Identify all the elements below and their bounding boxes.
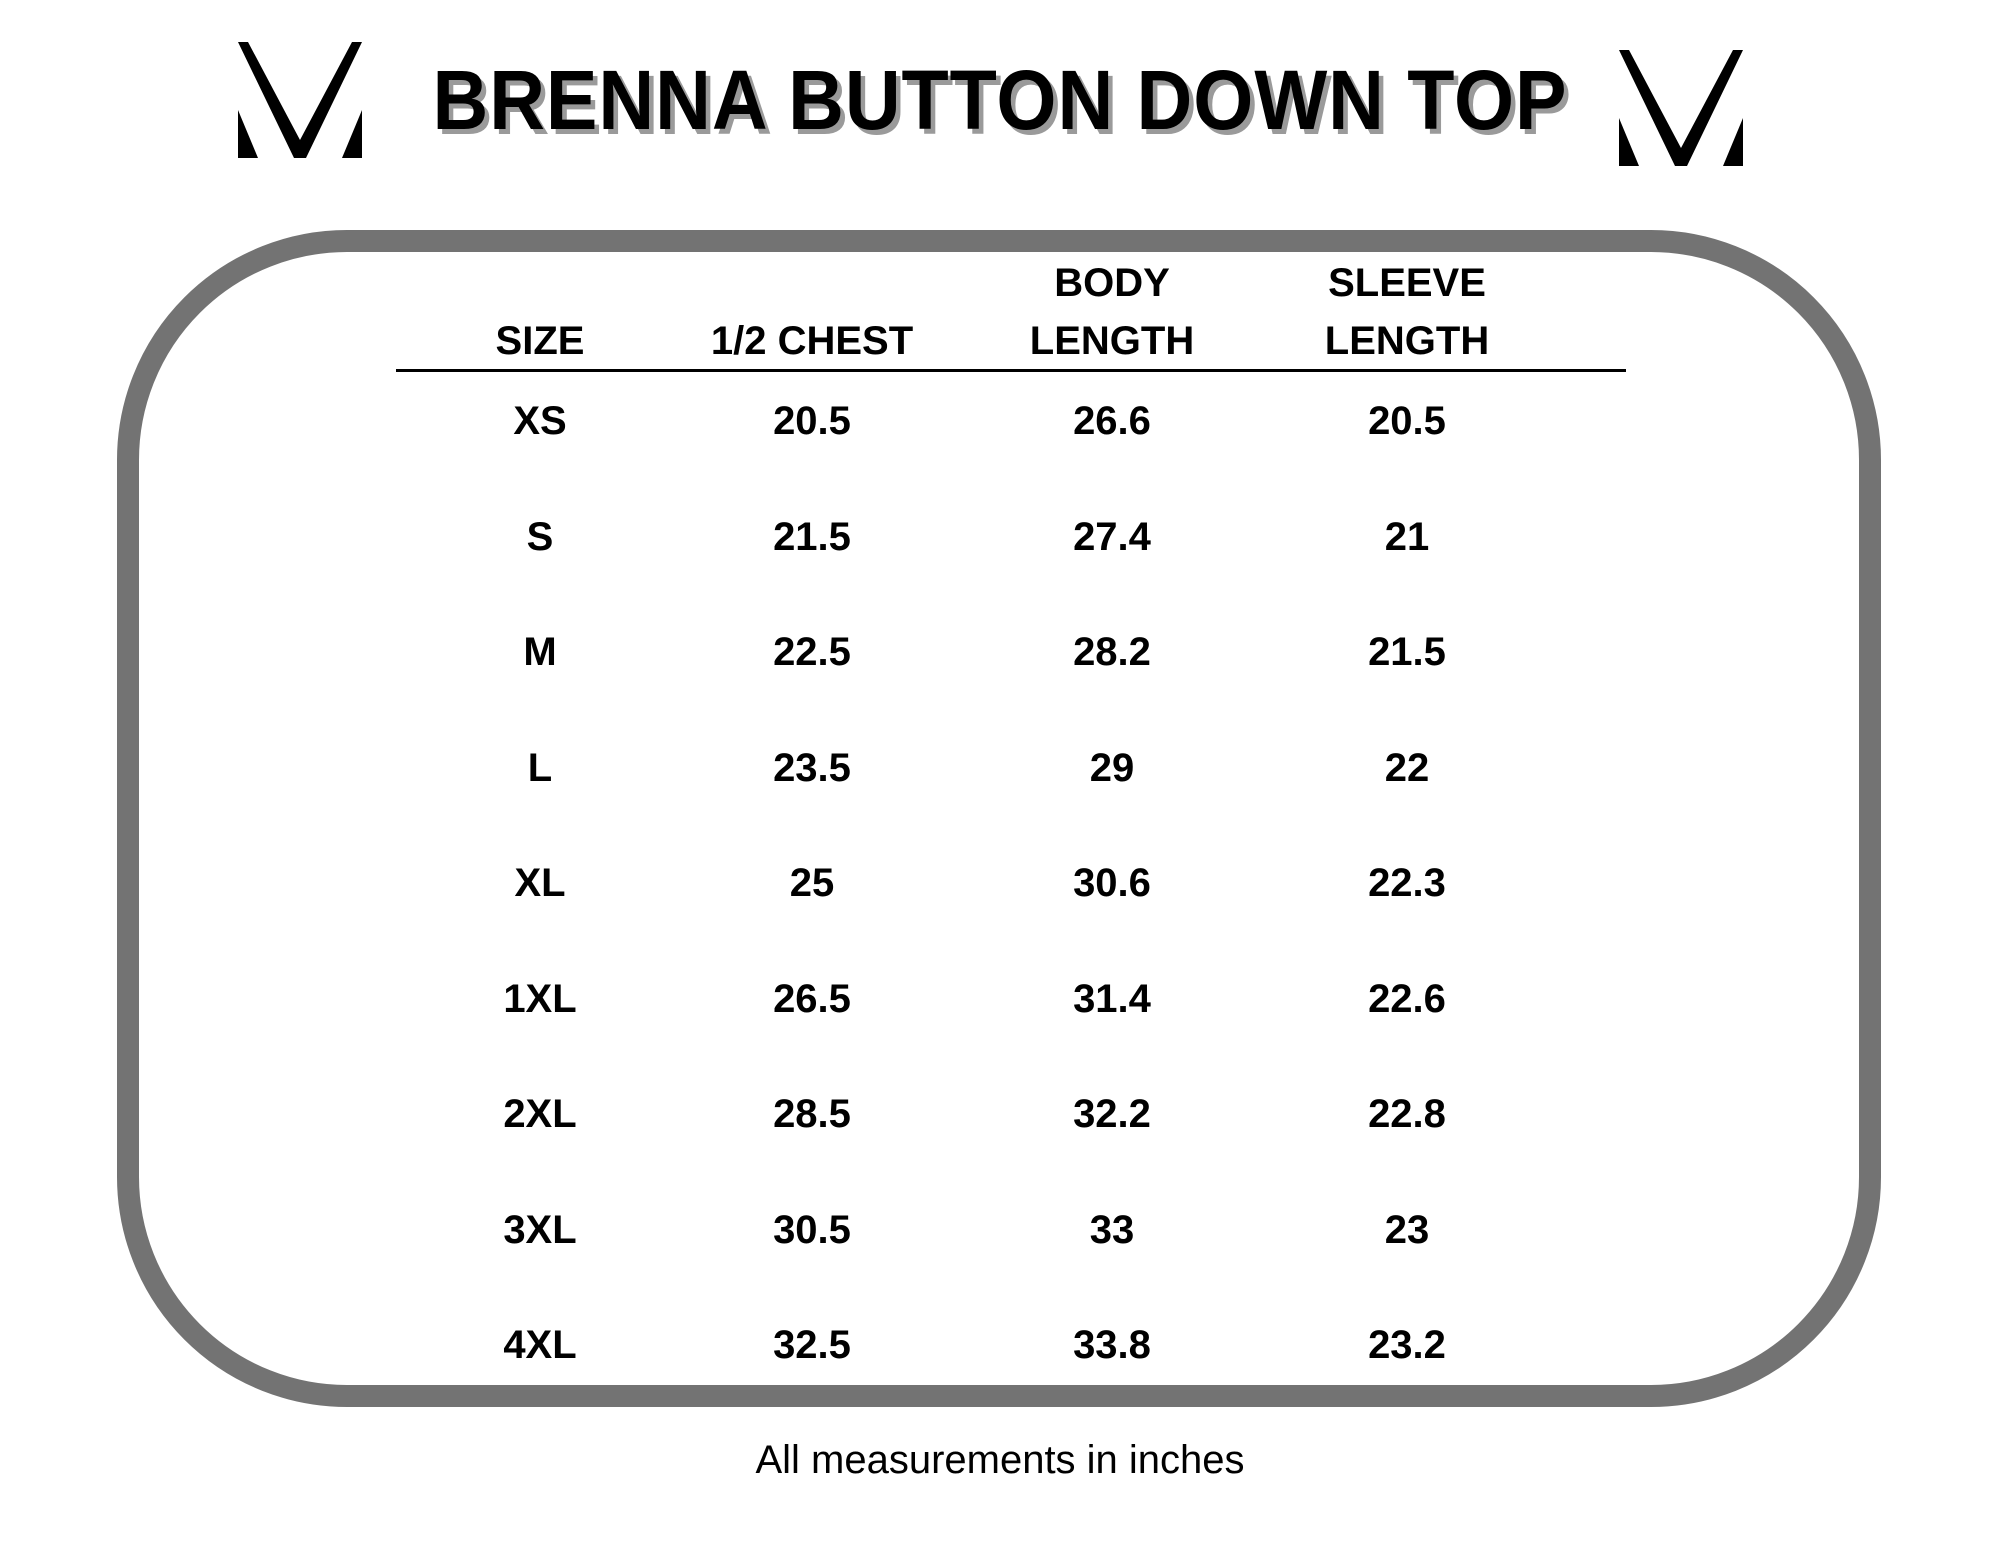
cell-half-chest: 23.5 (773, 745, 851, 790)
size-chart-frame (117, 230, 1881, 1407)
cell-half-chest: 25 (789, 861, 835, 905)
cell-size: 1XL (503, 976, 577, 1021)
cell-size: XS (513, 399, 567, 443)
header-line-1: SLEEVE (1328, 261, 1486, 305)
column-header-half-chest: 1/2 CHEST (652, 254, 972, 370)
header-line-2: LENGTH (1029, 319, 1195, 363)
cell-body-length: 28.2 (1073, 630, 1151, 674)
mv-logo-icon (1619, 50, 1743, 166)
cell-size: 3XL (503, 1207, 577, 1252)
cell-size: L (527, 745, 553, 790)
cell-half-chest: 32.5 (773, 1323, 851, 1367)
cell-body-length: 32.2 (1073, 1092, 1151, 1136)
cell-body-length: 30.6 (1073, 861, 1151, 905)
cell-sleeve-length: 23 (1384, 1207, 1430, 1252)
cell-half-chest: 26.5 (773, 976, 851, 1021)
column-header-body-length: BODY LENGTH (952, 254, 1272, 370)
cell-sleeve-length: 22.6 (1368, 976, 1446, 1021)
cell-body-length: 26.6 (1073, 399, 1151, 443)
cell-sleeve-length: 22 (1384, 745, 1430, 790)
cell-size: XL (514, 861, 566, 905)
cell-half-chest: 21.5 (773, 514, 851, 559)
page-title: BRENNA BUTTON DOWN TOP (432, 53, 1568, 147)
cell-half-chest: 30.5 (773, 1207, 851, 1252)
header-line-1 (652, 254, 972, 312)
cell-body-length: 29 (1089, 745, 1135, 790)
cell-half-chest: 28.5 (773, 1092, 851, 1136)
cell-sleeve-length: 21 (1384, 514, 1430, 559)
header-line-2: SIZE (495, 319, 585, 363)
header-line-2: 1/2 CHEST (710, 319, 914, 363)
cell-sleeve-length: 22.3 (1368, 861, 1446, 905)
cell-size: S (526, 514, 554, 559)
column-header-sleeve-length: SLEEVE LENGTH (1247, 254, 1567, 370)
cell-body-length: 33 (1089, 1207, 1135, 1252)
cell-sleeve-length: 20.5 (1368, 399, 1446, 443)
cell-half-chest: 22.5 (773, 630, 851, 674)
mv-logo-icon (238, 42, 362, 158)
cell-body-length: 27.4 (1073, 514, 1151, 559)
column-header-size: SIZE (380, 254, 700, 370)
header-divider (396, 369, 1626, 372)
cell-body-length: 31.4 (1073, 976, 1151, 1021)
header-line-2: LENGTH (1324, 319, 1490, 363)
cell-size: M (523, 630, 557, 674)
cell-sleeve-length: 23.2 (1368, 1323, 1446, 1367)
cell-body-length: 33.8 (1073, 1323, 1151, 1367)
cell-size: 2XL (503, 1092, 577, 1136)
header-line-1: BODY (1054, 261, 1170, 305)
cell-half-chest: 20.5 (773, 399, 851, 443)
units-note: All measurements in inches (755, 1438, 1245, 1482)
cell-sleeve-length: 22.8 (1368, 1092, 1446, 1136)
cell-size: 4XL (503, 1323, 577, 1367)
cell-sleeve-length: 21.5 (1368, 630, 1446, 674)
